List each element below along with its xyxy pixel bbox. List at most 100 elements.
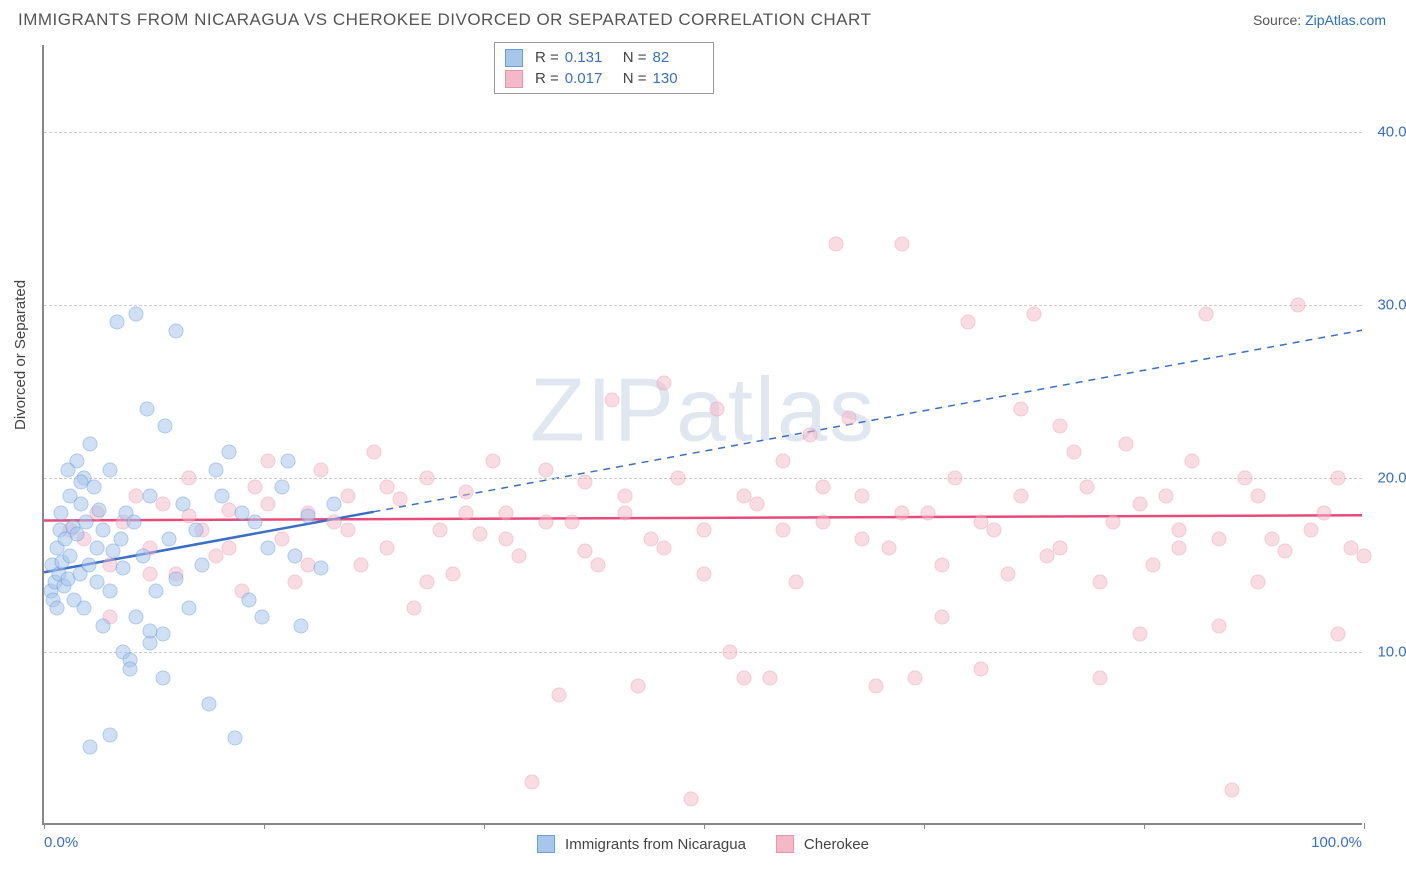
scatter-point <box>89 540 104 555</box>
scatter-point <box>294 618 309 633</box>
scatter-point <box>274 532 289 547</box>
scatter-point <box>881 540 896 555</box>
scatter-point <box>340 488 355 503</box>
scatter-point <box>63 549 78 564</box>
scatter-point <box>538 514 553 529</box>
scatter-point <box>446 566 461 581</box>
x-axis-tick-mark <box>1364 823 1365 829</box>
y-axis-tick-label: 10.0% <box>1377 643 1406 660</box>
scatter-point <box>87 480 102 495</box>
scatter-point <box>802 428 817 443</box>
scatter-point <box>697 566 712 581</box>
scatter-point <box>301 509 316 524</box>
scatter-point <box>155 670 170 685</box>
scatter-point <box>116 561 131 576</box>
scatter-point <box>1185 454 1200 469</box>
source-attribution: Source: ZipAtlas.com <box>1253 12 1386 28</box>
scatter-point <box>92 502 107 517</box>
scatter-point <box>419 575 434 590</box>
scatter-point <box>1172 540 1187 555</box>
scatter-point <box>1000 566 1015 581</box>
scatter-point <box>578 544 593 559</box>
scatter-point <box>934 610 949 625</box>
gridline-h <box>44 478 1362 479</box>
scatter-point <box>208 549 223 564</box>
scatter-point <box>248 514 263 529</box>
scatter-point <box>855 532 870 547</box>
scatter-point <box>1317 506 1332 521</box>
legend-swatch <box>505 70 523 88</box>
scatter-point <box>287 575 302 590</box>
scatter-point <box>1159 488 1174 503</box>
scatter-point <box>73 474 88 489</box>
scatter-point <box>175 497 190 512</box>
scatter-point <box>261 454 276 469</box>
scatter-point <box>129 306 144 321</box>
scatter-point <box>776 523 791 538</box>
scatter-point <box>485 454 500 469</box>
scatter-point <box>169 324 184 339</box>
scatter-point <box>525 774 540 789</box>
stat-r-label: R = <box>535 68 559 89</box>
scatter-point <box>1225 783 1240 798</box>
scatter-point <box>158 419 173 434</box>
scatter-point <box>1330 471 1345 486</box>
scatter-point <box>406 601 421 616</box>
stats-row: R = 0.131N = 82 <box>505 47 703 68</box>
scatter-point <box>1198 306 1213 321</box>
scatter-point <box>538 462 553 477</box>
trend-lines-svg <box>44 45 1362 823</box>
scatter-point <box>1013 402 1028 417</box>
scatter-point <box>472 526 487 541</box>
scatter-point <box>340 523 355 538</box>
x-axis-tick-right: 100.0% <box>1311 834 1362 851</box>
y-axis-tick-label: 20.0% <box>1377 470 1406 487</box>
scatter-point <box>934 558 949 573</box>
scatter-point <box>1119 436 1134 451</box>
scatter-point <box>895 506 910 521</box>
scatter-point <box>103 462 118 477</box>
scatter-point <box>96 618 111 633</box>
scatter-point <box>710 402 725 417</box>
stat-n-value: 130 <box>653 68 703 89</box>
legend-label: Cherokee <box>804 836 869 853</box>
scatter-point <box>565 514 580 529</box>
scatter-point <box>314 462 329 477</box>
scatter-point <box>499 532 514 547</box>
scatter-point <box>353 558 368 573</box>
scatter-point <box>188 523 203 538</box>
scatter-point <box>749 497 764 512</box>
scatter-point <box>169 571 184 586</box>
scatter-point <box>142 566 157 581</box>
scatter-point <box>1238 471 1253 486</box>
y-axis-label: Divorced or Separated <box>12 280 29 430</box>
scatter-point <box>1211 618 1226 633</box>
chart-title: IMMIGRANTS FROM NICARAGUA VS CHEROKEE DI… <box>18 10 871 30</box>
scatter-point <box>1172 523 1187 538</box>
scatter-point <box>122 662 137 677</box>
scatter-point <box>139 402 154 417</box>
legend-label: Immigrants from Nicaragua <box>565 836 746 853</box>
scatter-point <box>380 480 395 495</box>
scatter-point <box>393 492 408 507</box>
scatter-point <box>776 454 791 469</box>
scatter-point <box>895 237 910 252</box>
scatter-point <box>281 454 296 469</box>
scatter-point <box>683 792 698 807</box>
scatter-point <box>83 436 98 451</box>
scatter-point <box>380 540 395 555</box>
scatter-point <box>921 506 936 521</box>
legend-item: Cherokee <box>776 835 869 853</box>
scatter-point <box>987 523 1002 538</box>
source-link[interactable]: ZipAtlas.com <box>1305 12 1386 28</box>
scatter-point <box>367 445 382 460</box>
scatter-point <box>1040 549 1055 564</box>
x-axis-tick-mark <box>484 823 485 829</box>
scatter-point <box>763 670 778 685</box>
scatter-point <box>459 485 474 500</box>
scatter-point <box>113 532 128 547</box>
scatter-point <box>1132 497 1147 512</box>
legend-swatch <box>537 835 555 853</box>
scatter-point <box>208 462 223 477</box>
scatter-point <box>1145 558 1160 573</box>
